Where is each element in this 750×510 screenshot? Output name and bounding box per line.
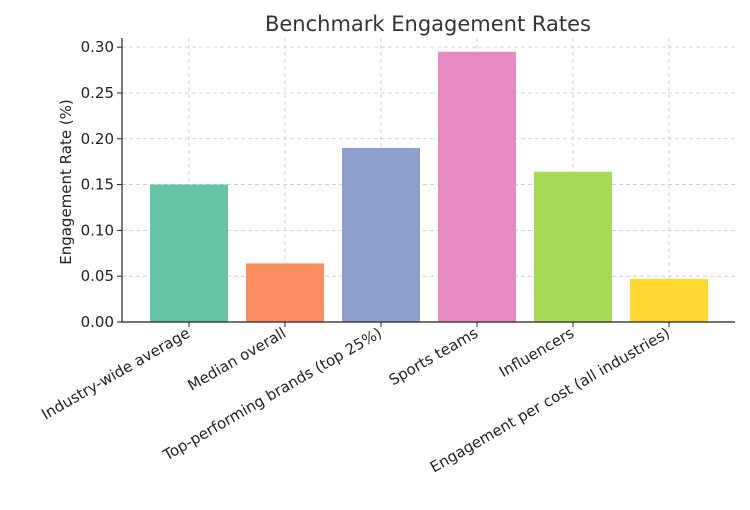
y-tick-label: 0.30 (81, 38, 114, 56)
x-category-label: Sports teams (386, 324, 481, 389)
y-tick-label: 0.20 (81, 130, 114, 148)
y-axis-label: Engagement Rate (%) (57, 99, 75, 265)
x-category-label: Industry-wide average (38, 324, 193, 424)
bar (246, 263, 324, 322)
bar (150, 184, 228, 322)
bar (534, 171, 612, 322)
chart-title: Benchmark Engagement Rates (265, 12, 591, 36)
y-tick-label: 0.05 (81, 267, 114, 285)
y-axis-ticks: 0.00 0.05 0.10 0.15 0.20 0.25 0.30 (81, 38, 122, 331)
bar (438, 51, 516, 322)
y-tick-label: 0.15 (81, 176, 114, 194)
bar (342, 147, 420, 322)
x-category-label: Influencers (496, 324, 577, 381)
bars (150, 51, 708, 322)
axes (121, 38, 735, 323)
bar (630, 278, 708, 322)
y-tick-label: 0.25 (81, 84, 114, 102)
y-tick-label: 0.10 (81, 221, 114, 239)
y-tick-label: 0.00 (81, 313, 114, 331)
